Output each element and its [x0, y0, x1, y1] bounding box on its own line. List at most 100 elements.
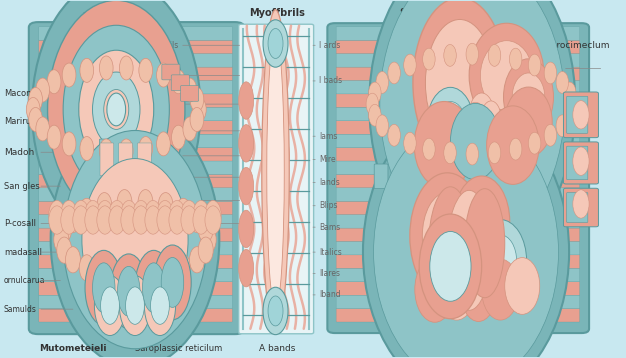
Ellipse shape — [176, 255, 191, 281]
Ellipse shape — [97, 261, 112, 287]
Text: Mycollibrils: Mycollibrils — [135, 41, 178, 50]
Ellipse shape — [36, 78, 49, 102]
Ellipse shape — [169, 206, 185, 234]
Ellipse shape — [528, 132, 541, 154]
Ellipse shape — [100, 139, 113, 163]
Ellipse shape — [156, 132, 170, 156]
Ellipse shape — [121, 200, 137, 229]
FancyBboxPatch shape — [39, 255, 232, 268]
Ellipse shape — [480, 41, 533, 111]
Ellipse shape — [133, 206, 149, 234]
Ellipse shape — [109, 200, 125, 229]
Ellipse shape — [138, 263, 153, 290]
Ellipse shape — [563, 104, 576, 126]
Ellipse shape — [118, 266, 140, 316]
Ellipse shape — [268, 29, 283, 58]
FancyBboxPatch shape — [137, 139, 153, 176]
Ellipse shape — [190, 206, 205, 233]
FancyBboxPatch shape — [336, 161, 580, 174]
Ellipse shape — [451, 103, 500, 180]
Ellipse shape — [192, 97, 206, 121]
FancyBboxPatch shape — [563, 92, 598, 137]
Text: Iands: Iands — [319, 178, 340, 187]
FancyBboxPatch shape — [336, 201, 580, 215]
Ellipse shape — [263, 287, 288, 335]
Ellipse shape — [388, 124, 401, 146]
Ellipse shape — [239, 168, 254, 205]
FancyBboxPatch shape — [180, 86, 198, 101]
FancyBboxPatch shape — [499, 164, 513, 189]
Ellipse shape — [49, 200, 65, 229]
Ellipse shape — [157, 206, 173, 234]
Ellipse shape — [528, 54, 541, 76]
FancyBboxPatch shape — [399, 164, 413, 189]
FancyBboxPatch shape — [39, 81, 232, 94]
Ellipse shape — [157, 200, 173, 229]
Ellipse shape — [505, 258, 540, 314]
Ellipse shape — [369, 82, 381, 104]
FancyBboxPatch shape — [336, 147, 580, 161]
Ellipse shape — [444, 231, 481, 291]
Ellipse shape — [66, 247, 81, 273]
FancyBboxPatch shape — [39, 54, 232, 67]
Ellipse shape — [117, 263, 132, 290]
Ellipse shape — [138, 190, 153, 216]
FancyBboxPatch shape — [336, 295, 580, 309]
FancyBboxPatch shape — [336, 134, 580, 147]
FancyBboxPatch shape — [39, 309, 232, 322]
Ellipse shape — [262, 10, 289, 334]
Ellipse shape — [49, 206, 65, 234]
Ellipse shape — [488, 44, 501, 66]
Ellipse shape — [263, 20, 288, 67]
FancyBboxPatch shape — [336, 309, 580, 322]
Ellipse shape — [556, 72, 568, 93]
FancyBboxPatch shape — [567, 146, 588, 180]
FancyBboxPatch shape — [39, 228, 232, 242]
Ellipse shape — [117, 190, 132, 216]
Ellipse shape — [566, 93, 578, 115]
Ellipse shape — [426, 19, 494, 146]
Ellipse shape — [563, 82, 576, 104]
FancyBboxPatch shape — [39, 188, 232, 201]
Ellipse shape — [93, 263, 115, 313]
FancyBboxPatch shape — [474, 164, 488, 189]
Ellipse shape — [48, 0, 185, 219]
Ellipse shape — [205, 206, 221, 234]
Ellipse shape — [429, 187, 472, 307]
Ellipse shape — [410, 173, 485, 299]
FancyBboxPatch shape — [239, 24, 314, 334]
Ellipse shape — [176, 198, 191, 224]
FancyBboxPatch shape — [327, 23, 589, 333]
Ellipse shape — [198, 237, 213, 263]
Ellipse shape — [433, 213, 493, 309]
Ellipse shape — [156, 63, 170, 87]
FancyBboxPatch shape — [336, 107, 580, 121]
FancyBboxPatch shape — [118, 139, 135, 176]
Ellipse shape — [505, 87, 552, 157]
Ellipse shape — [97, 200, 113, 229]
Ellipse shape — [154, 245, 191, 320]
Ellipse shape — [268, 296, 283, 326]
Ellipse shape — [109, 206, 125, 234]
Text: Blips: Blips — [319, 201, 338, 210]
Ellipse shape — [481, 259, 519, 320]
Ellipse shape — [47, 125, 61, 149]
Ellipse shape — [145, 200, 161, 229]
FancyBboxPatch shape — [336, 282, 580, 295]
Ellipse shape — [26, 97, 40, 121]
Ellipse shape — [369, 104, 381, 126]
Text: I: I — [177, 219, 178, 228]
Ellipse shape — [36, 117, 49, 141]
FancyBboxPatch shape — [336, 255, 580, 268]
Ellipse shape — [510, 48, 522, 70]
Ellipse shape — [80, 136, 94, 160]
Ellipse shape — [464, 102, 486, 141]
FancyBboxPatch shape — [336, 228, 580, 242]
FancyBboxPatch shape — [39, 241, 232, 255]
Ellipse shape — [512, 73, 545, 121]
Ellipse shape — [80, 255, 95, 281]
Ellipse shape — [267, 35, 284, 309]
Ellipse shape — [239, 82, 254, 119]
FancyBboxPatch shape — [336, 40, 580, 54]
Text: San gles: San gles — [4, 182, 39, 190]
